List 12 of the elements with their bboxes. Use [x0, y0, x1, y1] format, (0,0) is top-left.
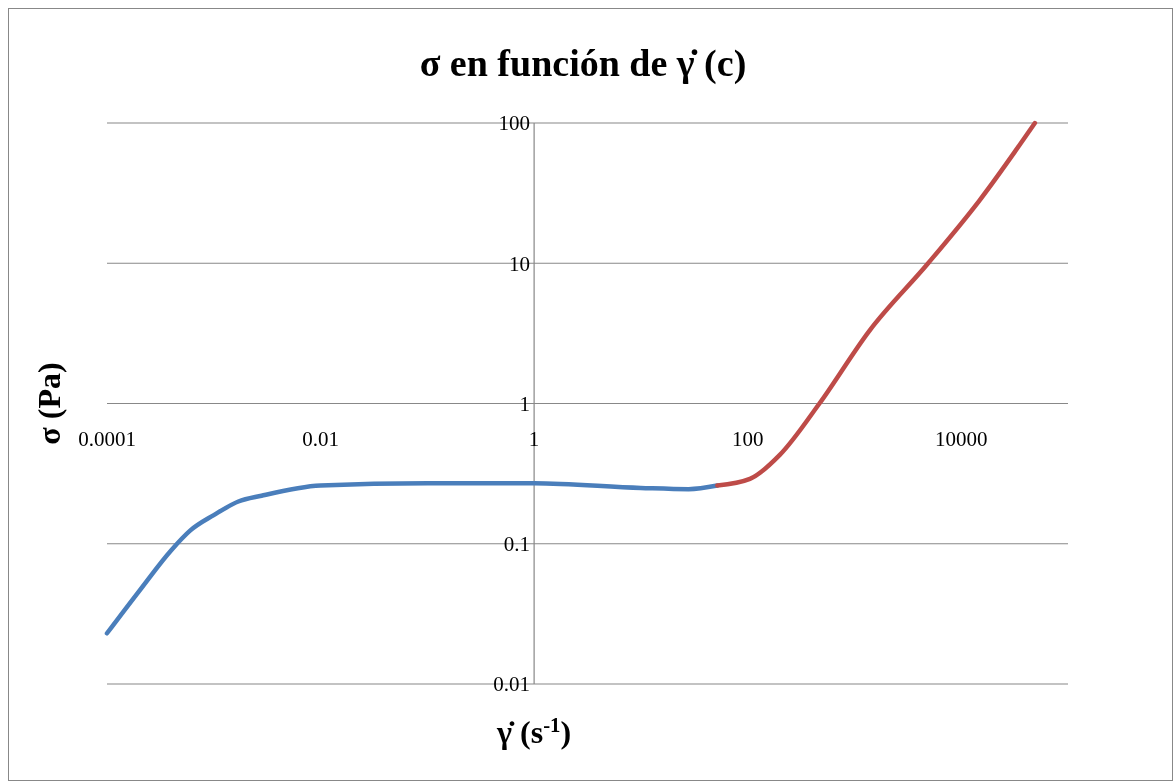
x-axis-title: γ̇ (s$^{-1}$) [496, 712, 572, 750]
y-tick-label: 100 [498, 111, 531, 136]
y-tick-label: 1 [519, 391, 531, 416]
x-tick-label: 10000 [934, 426, 988, 451]
y-tick-label: 0.01 [493, 672, 531, 697]
y-tick-label: 0.1 [503, 532, 531, 557]
x-tick-label: 100 [731, 426, 764, 451]
chart-title: σ en función de γ̇ (c) [419, 42, 747, 85]
x-tick-label: 0.01 [302, 426, 339, 451]
y-tick-label: 10 [509, 251, 531, 276]
y-axis-title: σ (Pa) [31, 362, 67, 445]
x-tick-label: 0.0001 [78, 426, 136, 451]
